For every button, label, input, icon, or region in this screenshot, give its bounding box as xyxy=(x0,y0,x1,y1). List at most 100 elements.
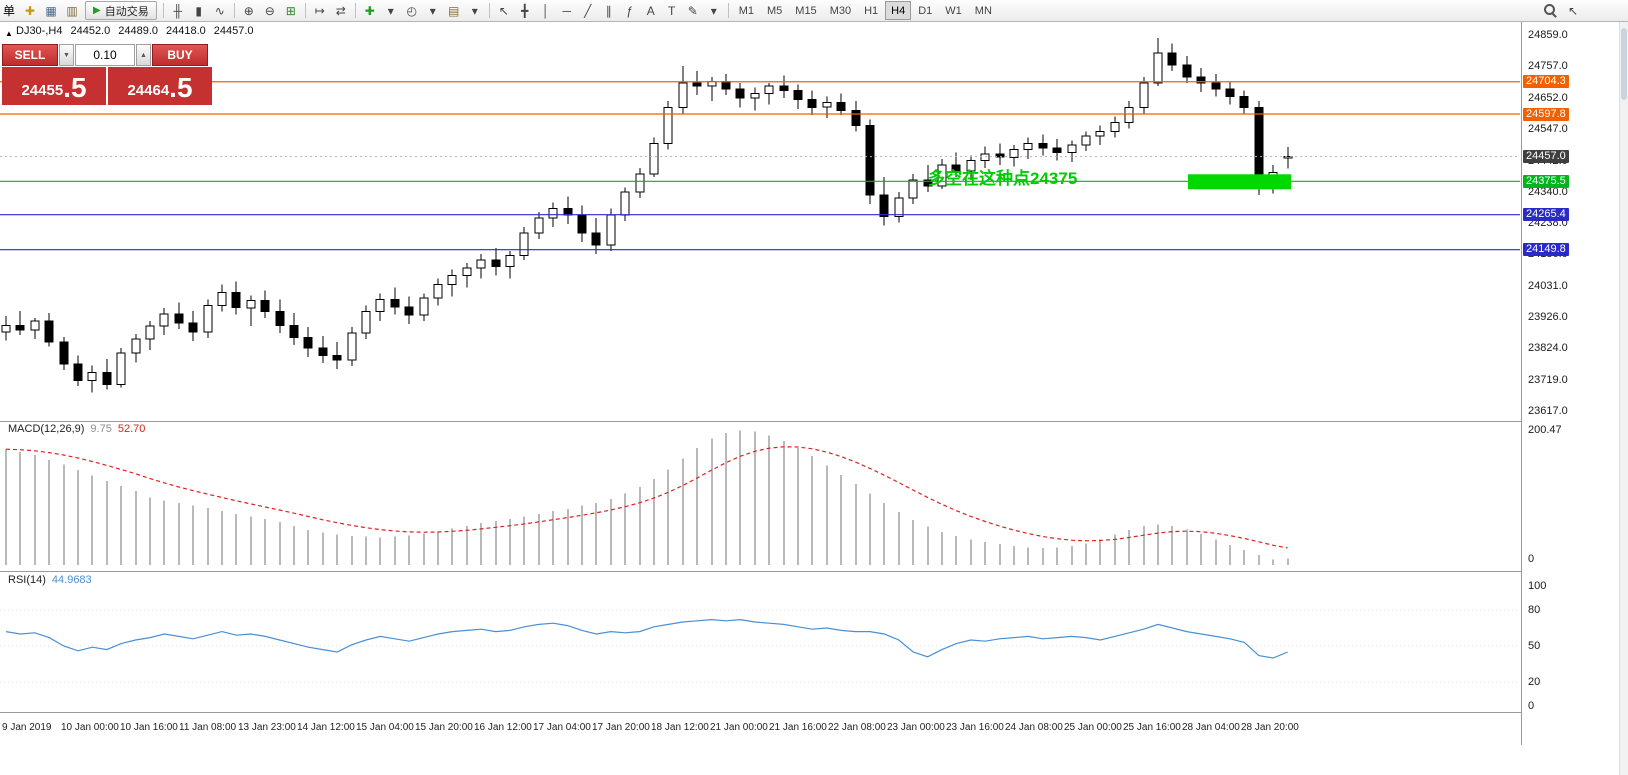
buy-price-int: 24464 xyxy=(127,82,170,99)
scrollbar-thumb[interactable] xyxy=(1621,28,1627,100)
trade-panel-toggle[interactable]: ▲ xyxy=(5,29,13,38)
search-icon[interactable] xyxy=(1541,2,1561,20)
volume-down-button[interactable]: ▼ xyxy=(59,44,74,66)
buy-price-frac: .5 xyxy=(169,72,193,103)
price-axis[interactable]: 24859.024757.024652.024547.024442.024340… xyxy=(1521,22,1619,745)
timeframe-d1[interactable]: D1 xyxy=(918,4,933,17)
spin-down-icon: ▼ xyxy=(63,51,70,59)
candlesticks-icon[interactable]: ▮ xyxy=(195,3,203,18)
pointer-icon[interactable]: ↖ xyxy=(1567,4,1579,18)
price-badge-24375.5[interactable]: 24375.5 xyxy=(1523,174,1569,188)
support-zone-rect[interactable] xyxy=(1188,174,1291,190)
zoom-out-icon[interactable]: ⊖ xyxy=(264,3,275,18)
candlestick-series xyxy=(1,37,1293,393)
indicators-dropdown-icon[interactable]: ▾ xyxy=(387,3,394,18)
text-icon[interactable]: A xyxy=(646,3,655,18)
time-label: 25 Jan 00:00 xyxy=(1064,722,1122,733)
rsi-axis-label: 50 xyxy=(1528,640,1541,652)
macd-panel[interactable] xyxy=(0,421,1520,571)
macd-label: MACD(12,26,9) 9.75 52.70 xyxy=(8,423,151,435)
auto-scroll-icon[interactable]: ↦ xyxy=(314,3,325,18)
chart-window-icon[interactable]: ▦ xyxy=(45,3,57,18)
rsi-panel[interactable] xyxy=(0,571,1520,712)
ohlc-high: 24489.0 xyxy=(118,25,158,37)
price-badge-24704.3[interactable]: 24704.3 xyxy=(1523,75,1569,89)
time-label: 17 Jan 20:00 xyxy=(592,722,650,733)
crosshair-icon[interactable]: ╋ xyxy=(521,3,529,18)
autotrading-icon: ▶ xyxy=(93,5,101,16)
timeframe-mn[interactable]: MN xyxy=(974,4,992,17)
buy-button[interactable]: BUY xyxy=(152,44,208,66)
profiles-icon[interactable]: ▥ xyxy=(66,3,78,18)
rsi-axis-label: 80 xyxy=(1528,604,1541,616)
timeframe-m1[interactable]: M1 xyxy=(738,4,754,17)
symbol-name: DJ30-,H4 xyxy=(16,25,63,37)
main-chart-canvas[interactable] xyxy=(0,22,1520,421)
tile-windows-icon[interactable]: ⊞ xyxy=(285,3,296,18)
templates-dropdown-icon[interactable]: ▾ xyxy=(471,3,478,18)
periods-dropdown-icon[interactable]: ▾ xyxy=(429,3,436,18)
timeframe-m30[interactable]: M30 xyxy=(829,4,852,17)
equidistant-channel-icon[interactable]: ∥ xyxy=(605,3,612,18)
arrows-icon[interactable]: ✎ xyxy=(687,3,698,18)
macd-axis-min: 0 xyxy=(1528,553,1535,565)
price-badge-24457.0[interactable]: 24457.0 xyxy=(1523,150,1569,164)
timeframe-m5[interactable]: M5 xyxy=(767,4,783,17)
time-label: 9 Jan 2019 xyxy=(2,722,52,733)
scrollbar[interactable] xyxy=(1619,22,1628,775)
price-badge-24597.8[interactable]: 24597.8 xyxy=(1523,107,1569,121)
rsi-value: 44.9683 xyxy=(51,574,92,586)
ohlc-bars-icon[interactable]: ╫ xyxy=(173,3,182,18)
line-chart-icon[interactable]: ∿ xyxy=(214,3,225,18)
macd-signal-line xyxy=(5,446,1288,549)
timeframe-w1[interactable]: W1 xyxy=(945,4,962,17)
rsi-axis-label: 0 xyxy=(1528,700,1535,712)
trendline-icon[interactable]: ╱ xyxy=(584,3,592,18)
panel-separator-macd[interactable] xyxy=(0,421,1628,422)
price-badge-24265.4[interactable]: 24265.4 xyxy=(1523,208,1569,222)
chart-shift-icon[interactable]: ⇄ xyxy=(335,3,346,18)
time-label: 28 Jan 04:00 xyxy=(1182,722,1240,733)
zoom-in-icon[interactable]: ⊕ xyxy=(243,3,254,18)
text-label-icon[interactable]: T xyxy=(668,3,676,18)
price-tick: 23719.0 xyxy=(1528,374,1568,387)
autotrading-button[interactable]: ▶ 自动交易 xyxy=(85,1,157,20)
buy-price[interactable]: 24464 .5 xyxy=(108,67,212,105)
indicators-icon[interactable]: ✚ xyxy=(364,3,375,18)
panel-separator-rsi[interactable] xyxy=(0,571,1628,572)
time-label: 23 Jan 16:00 xyxy=(946,722,1004,733)
toolbar-separator xyxy=(233,3,235,18)
sell-price[interactable]: 24455 .5 xyxy=(2,67,106,105)
time-label: 13 Jan 23:00 xyxy=(238,722,296,733)
templates-icon[interactable]: ▤ xyxy=(448,3,460,18)
price-tick: 24652.0 xyxy=(1528,91,1568,104)
ohlc-open: 24452.0 xyxy=(70,25,111,37)
sell-button[interactable]: SELL xyxy=(2,44,58,66)
toolbar-items: 单 ✚ ▦ ▥ ▶ 自动交易 ╫ ▮ ∿ ⊕ ⊖ ⊞ ↦ ⇄ ✚ ▾ ◴ ▾ ▤ ▾ ↖ ╋ │ ─ ╱ ∥ ƒ A T ✎ ▾ M1 M5 M1… xyxy=(2,1,998,20)
volume-up-button[interactable]: ▲ xyxy=(136,44,151,66)
timeframe-h4[interactable]: H4 xyxy=(885,1,912,20)
trade-panel-controls: SELL ▼ ▲ BUY xyxy=(2,44,212,66)
fibonacci-icon[interactable]: ƒ xyxy=(626,3,634,18)
cursor-icon[interactable]: ↖ xyxy=(498,3,509,18)
sell-price-frac: .5 xyxy=(63,72,87,103)
horizontal-line-icon[interactable]: ─ xyxy=(562,3,571,18)
timeframe-m15[interactable]: M15 xyxy=(795,4,817,17)
ohlc-close: 24457.0 xyxy=(213,25,254,37)
price-badge-24149.8[interactable]: 24149.8 xyxy=(1523,243,1569,257)
time-label: 18 Jan 12:00 xyxy=(651,722,709,733)
time-axis[interactable]: 9 Jan 2019 10 Jan 00:00 10 Jan 16:00 11 Jan… xyxy=(0,712,1521,746)
chart-annotation[interactable]: 多空在这种点24375 xyxy=(928,169,1078,188)
vertical-line-icon[interactable]: │ xyxy=(541,3,550,18)
time-label: 21 Jan 00:00 xyxy=(710,722,768,733)
time-label: 23 Jan 00:00 xyxy=(887,722,945,733)
periods-icon[interactable]: ◴ xyxy=(406,3,417,18)
rsi-axis-label: 100 xyxy=(1528,580,1547,592)
partial-menu-text: 单 xyxy=(3,4,16,18)
arrows-dropdown-icon[interactable]: ▾ xyxy=(710,3,717,18)
rsi-line xyxy=(5,618,1288,659)
volume-input[interactable] xyxy=(75,44,135,66)
timeframe-h1[interactable]: H1 xyxy=(864,4,879,17)
new-order-icon[interactable]: ✚ xyxy=(24,3,36,18)
price-tick: 24547.0 xyxy=(1528,123,1568,136)
